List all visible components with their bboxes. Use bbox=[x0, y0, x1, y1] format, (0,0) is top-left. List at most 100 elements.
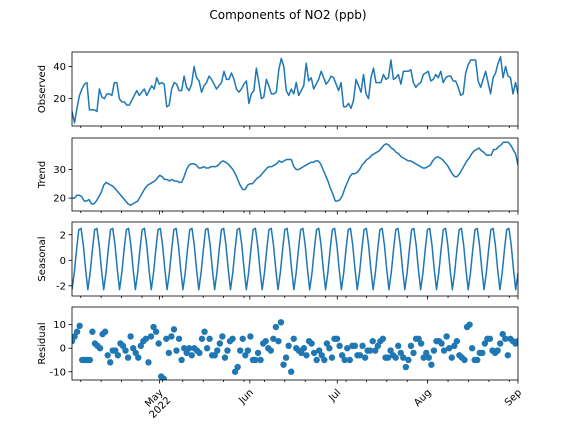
x-tick-label: Aug bbox=[412, 387, 434, 409]
residual-y-tick-label: -10 bbox=[50, 367, 66, 378]
x-tick-label-line: Jun bbox=[236, 387, 256, 407]
trend-y-tick-label: 20 bbox=[53, 194, 66, 205]
residual-data bbox=[72, 319, 518, 380]
x-axis: May2022 Jun Jul Aug Sep bbox=[140, 387, 524, 421]
residual-point bbox=[122, 347, 129, 354]
residual-point bbox=[397, 349, 404, 357]
residual-point bbox=[186, 345, 193, 352]
residual-point bbox=[300, 345, 308, 352]
residual-point bbox=[361, 354, 369, 361]
residual-point bbox=[402, 363, 410, 371]
residual-point bbox=[198, 335, 206, 342]
residual-point bbox=[168, 333, 175, 340]
residual-point bbox=[428, 361, 435, 368]
residual-point bbox=[359, 342, 366, 350]
residual-point bbox=[479, 349, 486, 357]
residual-point bbox=[247, 333, 254, 340]
residual-point bbox=[86, 356, 94, 364]
residual-point bbox=[96, 345, 104, 352]
residual-point bbox=[270, 335, 277, 342]
residual-point bbox=[290, 335, 297, 342]
observed-y-tick-label: 40 bbox=[53, 62, 66, 73]
trend-y-tick-label: 30 bbox=[53, 165, 66, 176]
residual-point bbox=[308, 340, 315, 347]
residual-point bbox=[356, 352, 364, 359]
residual-point bbox=[237, 347, 244, 354]
residual-y-label: Residual bbox=[37, 322, 48, 364]
residual-point bbox=[415, 335, 422, 342]
residual-point bbox=[234, 363, 241, 371]
seasonal-axes-frame bbox=[71, 221, 519, 297]
residual-point bbox=[318, 352, 325, 359]
residual-point bbox=[336, 342, 343, 350]
observed-axes-frame bbox=[71, 51, 519, 127]
residual-point bbox=[229, 335, 236, 342]
residual-point bbox=[173, 347, 180, 354]
residual-point bbox=[326, 345, 333, 352]
seasonal-y-tick-label: -2 bbox=[56, 281, 66, 292]
residual-point bbox=[400, 354, 407, 361]
seasonal-y-label: Seasonal bbox=[37, 236, 48, 281]
residual-point bbox=[448, 354, 455, 361]
residual-point bbox=[252, 356, 259, 364]
residual-point bbox=[180, 345, 188, 352]
residual-point bbox=[119, 342, 127, 350]
x-tick-label-line: Sep bbox=[503, 387, 524, 408]
trend-axes-frame bbox=[71, 137, 519, 212]
trend-line bbox=[72, 141, 518, 207]
residual-point bbox=[494, 347, 501, 354]
seasonal-y-tick-label: 0 bbox=[60, 256, 66, 267]
residual-point bbox=[73, 328, 81, 335]
residual-point bbox=[502, 335, 509, 342]
residual-point bbox=[89, 328, 96, 335]
residual-point bbox=[445, 345, 453, 352]
residual-point bbox=[466, 321, 473, 328]
observed-data bbox=[72, 56, 518, 124]
residual-point bbox=[287, 368, 295, 375]
x-tick-label-line: Aug bbox=[412, 387, 434, 409]
residual-point bbox=[231, 368, 239, 375]
residual-point bbox=[201, 328, 208, 335]
residual-point bbox=[310, 349, 318, 357]
residual-point bbox=[285, 342, 292, 350]
residual-point bbox=[242, 352, 249, 359]
residual-point bbox=[443, 333, 450, 340]
residual-point bbox=[438, 340, 445, 347]
residual-point bbox=[504, 352, 512, 359]
residual-point bbox=[387, 347, 394, 354]
residual-point bbox=[152, 328, 160, 335]
residual-point bbox=[272, 323, 280, 331]
x-tick-label: May2022 bbox=[140, 387, 174, 421]
residual-point bbox=[379, 335, 387, 342]
seasonal-data bbox=[72, 227, 518, 291]
residual-point bbox=[188, 352, 195, 359]
x-tick-label-line: Jul bbox=[326, 387, 343, 404]
residual-point bbox=[280, 361, 287, 368]
residual-point bbox=[112, 347, 119, 354]
residual-point bbox=[313, 356, 320, 364]
residual-point bbox=[451, 342, 458, 350]
trend-data bbox=[72, 141, 518, 207]
residual-point bbox=[374, 342, 382, 350]
residual-point bbox=[303, 352, 310, 359]
residual-point bbox=[257, 356, 264, 364]
residual-point bbox=[175, 335, 183, 342]
residual-point bbox=[196, 349, 203, 357]
residual-point bbox=[114, 352, 122, 359]
residual-point bbox=[145, 359, 152, 366]
residual-point bbox=[127, 333, 134, 340]
residual-point bbox=[384, 354, 392, 361]
residual-point bbox=[341, 356, 348, 364]
residual-point bbox=[147, 333, 155, 340]
residual-point bbox=[499, 330, 506, 338]
x-tick-label: Jun bbox=[236, 387, 256, 407]
trend-y-label: Trend bbox=[37, 161, 48, 189]
residual-point bbox=[206, 335, 213, 342]
residual-point bbox=[216, 340, 224, 347]
residual-point bbox=[170, 326, 178, 333]
residual-point bbox=[372, 347, 379, 354]
residual-point bbox=[496, 340, 504, 347]
residual-point bbox=[298, 349, 305, 357]
residual-axes-frame bbox=[71, 306, 519, 381]
